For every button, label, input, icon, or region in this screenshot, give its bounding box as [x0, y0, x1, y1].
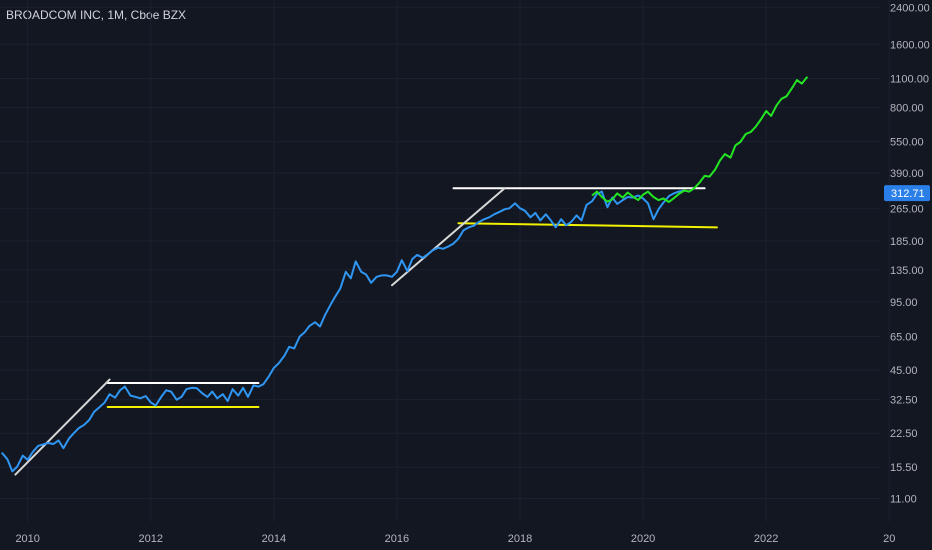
x-tick-label: 2010 — [15, 533, 39, 545]
y-tick-label: 65.00 — [890, 331, 918, 343]
x-tick-label: 2014 — [262, 533, 286, 545]
y-axis-ticks: 2400.00 1600.00 1100.00 800.00 550.00 390.00 2… — [890, 2, 930, 505]
x-tick-label: 2020 — [631, 533, 655, 545]
grid — [0, 0, 890, 522]
y-tick-label: 32.50 — [890, 395, 918, 407]
y-tick-label: 550.00 — [890, 137, 924, 149]
price-series — [1, 76, 809, 473]
x-tick-label: 2016 — [385, 533, 409, 545]
y-tick-label: 2400.00 — [890, 2, 930, 14]
x-tick-label: 2018 — [508, 533, 532, 545]
last-price-label: 312.71 — [891, 188, 925, 200]
y-tick-label: 45.00 — [890, 365, 918, 377]
y-tick-label: 390.00 — [890, 168, 924, 180]
last-price-badge-bg — [884, 185, 930, 202]
y-tick-label: 15.50 — [890, 462, 918, 474]
projection-line — [591, 76, 809, 203]
chart-title: BROADCOM INC, 1M, Cboe BZX — [6, 8, 186, 22]
x-tick-label: 2012 — [139, 533, 163, 545]
y-tick-label: 800.00 — [890, 103, 924, 115]
y-tick-label: 1600.00 — [890, 39, 930, 51]
support-line — [457, 222, 718, 229]
y-tick-label: 1100.00 — [890, 73, 929, 85]
price-line — [1, 189, 685, 473]
y-tick-label: 95.00 — [890, 297, 918, 309]
trend-line — [391, 187, 506, 287]
y-tick-label: 135.00 — [890, 265, 924, 277]
y-tick-label: 22.50 — [890, 428, 918, 440]
trend-line — [14, 378, 111, 476]
x-tick-label: 20 — [883, 533, 895, 545]
x-axis-ticks: 2010 2012 2014 2016 2018 2020 2022 20 — [15, 533, 895, 545]
y-tick-label: 265.00 — [890, 203, 924, 215]
last-price-badge: 312.71 — [884, 185, 930, 202]
y-tick-label: 185.00 — [890, 236, 924, 248]
x-tick-label: 2022 — [754, 533, 778, 545]
annotation-lines — [14, 187, 718, 476]
y-tick-label: 11.00 — [890, 493, 917, 505]
